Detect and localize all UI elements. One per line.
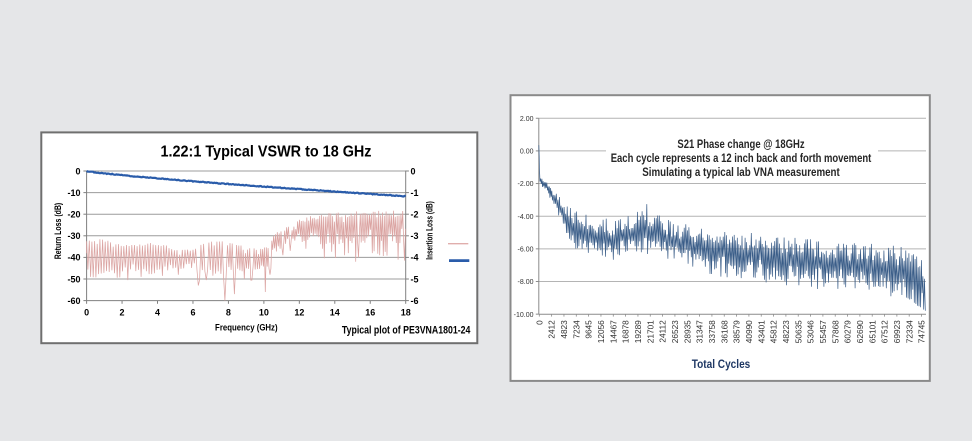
svg-text:-2: -2	[411, 210, 419, 220]
svg-text:-6.00: -6.00	[518, 246, 534, 253]
svg-text:-5: -5	[411, 274, 419, 284]
svg-text:-20: -20	[67, 210, 80, 220]
svg-text:14467: 14467	[608, 320, 618, 343]
svg-text:-10: -10	[67, 188, 80, 198]
svg-text:-1: -1	[411, 188, 419, 198]
svg-text:-60: -60	[67, 296, 80, 306]
svg-text:4: 4	[155, 308, 160, 318]
svg-text:43401: 43401	[756, 320, 766, 343]
svg-text:69923: 69923	[892, 320, 902, 343]
svg-text:19289: 19289	[633, 320, 643, 343]
svg-text:-8.00: -8.00	[518, 279, 534, 286]
svg-text:9645: 9645	[584, 320, 594, 339]
svg-text:26523: 26523	[670, 320, 680, 343]
svg-text:Typical plot of PE3VNA1801-24: Typical plot of PE3VNA1801-24	[342, 325, 471, 337]
svg-text:55457: 55457	[818, 320, 828, 343]
svg-text:31347: 31347	[695, 320, 705, 343]
svg-text:60279: 60279	[843, 320, 853, 343]
svg-text:0.00: 0.00	[520, 149, 534, 156]
svg-text:50635: 50635	[793, 320, 803, 343]
svg-text:-3: -3	[411, 231, 419, 241]
svg-text:-2.00: -2.00	[518, 181, 534, 188]
svg-text:14: 14	[330, 308, 340, 318]
svg-text:6: 6	[190, 308, 195, 318]
svg-text:38579: 38579	[732, 320, 742, 343]
svg-text:Simulating a typical lab VNA m: Simulating a typical lab VNA measurement	[642, 167, 840, 179]
svg-text:0: 0	[84, 308, 89, 318]
svg-text:2: 2	[120, 308, 125, 318]
svg-text:2.00: 2.00	[520, 116, 534, 123]
svg-text:1.22:1 Typical VSWR to 18 GHz: 1.22:1 Typical VSWR to 18 GHz	[161, 144, 372, 161]
svg-text:-6: -6	[411, 296, 419, 306]
svg-text:21701: 21701	[645, 320, 655, 343]
svg-text:62690: 62690	[855, 320, 865, 343]
svg-text:24112: 24112	[658, 320, 668, 343]
svg-text:0: 0	[534, 320, 544, 325]
svg-text:72334: 72334	[904, 320, 914, 343]
svg-text:18: 18	[401, 308, 411, 318]
svg-text:10: 10	[259, 308, 269, 318]
svg-text:2412: 2412	[547, 320, 557, 339]
svg-text:0: 0	[75, 166, 80, 176]
svg-text:12056: 12056	[596, 320, 606, 343]
svg-text:-10.00: -10.00	[514, 312, 534, 319]
svg-text:48223: 48223	[781, 320, 791, 343]
svg-text:12: 12	[294, 308, 304, 318]
svg-text:16878: 16878	[621, 320, 631, 343]
svg-text:-40: -40	[67, 253, 80, 263]
svg-text:-4: -4	[411, 253, 419, 263]
svg-text:Each cycle represents a 12 inc: Each cycle represents a 12 inch back and…	[611, 153, 872, 165]
svg-text:57868: 57868	[830, 320, 840, 343]
svg-text:53046: 53046	[806, 320, 816, 343]
svg-text:Total Cycles: Total Cycles	[692, 357, 751, 371]
svg-text:4823: 4823	[559, 320, 569, 339]
svg-text:45812: 45812	[769, 320, 779, 343]
svg-text:Frequency (GHz): Frequency (GHz)	[215, 322, 278, 333]
svg-text:S21 Phase change @ 18GHz: S21 Phase change @ 18GHz	[677, 139, 804, 151]
svg-text:65101: 65101	[867, 320, 877, 343]
svg-text:33758: 33758	[707, 320, 717, 343]
svg-text:36168: 36168	[719, 320, 729, 343]
svg-text:40990: 40990	[744, 320, 754, 343]
svg-text:8: 8	[226, 308, 231, 318]
svg-text:7234: 7234	[571, 320, 581, 339]
svg-text:0: 0	[411, 166, 416, 176]
svg-text:28935: 28935	[682, 320, 692, 343]
svg-text:16: 16	[365, 308, 375, 318]
svg-text:-4.00: -4.00	[518, 214, 534, 221]
svg-text:Return Loss (dB): Return Loss (dB)	[53, 203, 63, 260]
svg-text:-50: -50	[67, 274, 80, 284]
svg-text:67512: 67512	[880, 320, 890, 343]
svg-text:74745: 74745	[917, 320, 927, 343]
svg-text:Insertion Loss (dB): Insertion Loss (dB)	[425, 201, 435, 260]
svg-text:-30: -30	[67, 231, 80, 241]
